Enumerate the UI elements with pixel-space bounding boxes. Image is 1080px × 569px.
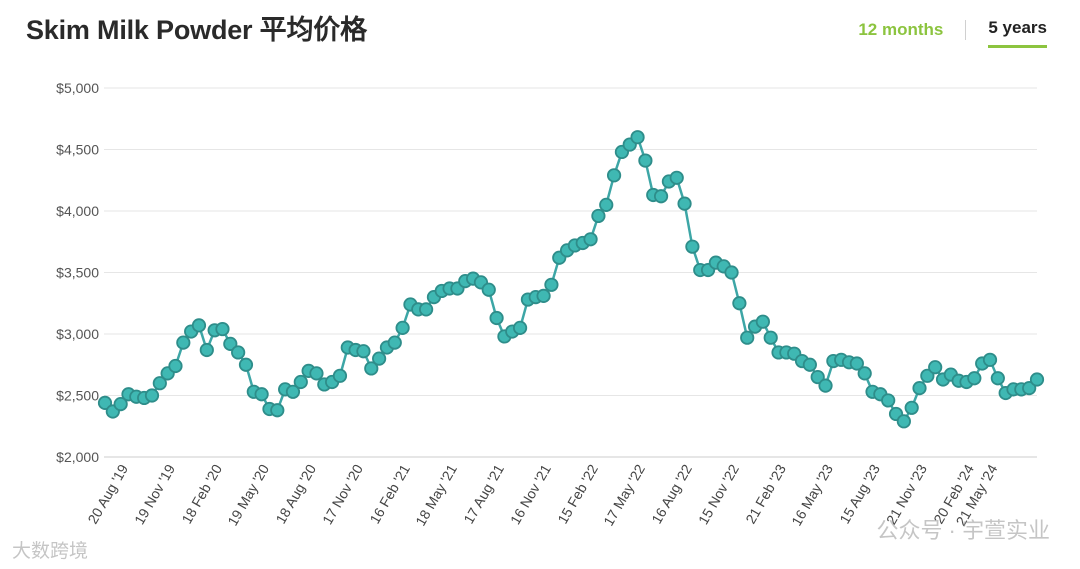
x-tick-label: 19 May '20 bbox=[224, 461, 272, 528]
data-point bbox=[144, 388, 160, 403]
data-point bbox=[254, 387, 269, 402]
y-tick-label: $2,000 bbox=[56, 449, 99, 465]
y-tick-label: $2,500 bbox=[56, 388, 99, 404]
data-point bbox=[387, 335, 402, 350]
data-point bbox=[653, 189, 669, 204]
data-point bbox=[591, 208, 606, 224]
data-point bbox=[372, 351, 387, 366]
x-tick-label: 16 Feb '21 bbox=[366, 461, 413, 526]
data-point bbox=[270, 403, 285, 418]
watermark-left: 大数跨境 bbox=[12, 541, 89, 562]
x-tick-label: 21 Feb '23 bbox=[742, 461, 789, 526]
data-point bbox=[285, 384, 301, 399]
data-point bbox=[763, 330, 778, 345]
data-point bbox=[849, 356, 864, 371]
tab-divider bbox=[965, 19, 967, 40]
x-tick-label: 17 May '22 bbox=[600, 461, 648, 528]
x-tick-label: 19 Nov '19 bbox=[131, 461, 178, 527]
data-point bbox=[732, 296, 747, 311]
data-point bbox=[881, 393, 896, 408]
data-point bbox=[802, 357, 817, 372]
data-point bbox=[238, 357, 254, 372]
tab-5-years[interactable]: 5 years bbox=[988, 18, 1047, 48]
x-tick-label: 18 Feb '20 bbox=[178, 461, 225, 526]
data-point bbox=[599, 197, 614, 212]
data-point bbox=[1022, 381, 1037, 396]
data-point bbox=[724, 265, 739, 280]
data-point bbox=[544, 277, 559, 292]
data-point bbox=[293, 374, 308, 390]
y-tick-label: $4,000 bbox=[56, 203, 99, 219]
data-point bbox=[904, 400, 919, 415]
x-tick-label: 15 Nov '22 bbox=[695, 461, 742, 527]
x-tick-label: 17 Aug '21 bbox=[460, 461, 507, 526]
data-point bbox=[489, 310, 504, 326]
data-point bbox=[896, 414, 911, 429]
y-tick-label: $5,000 bbox=[56, 80, 99, 96]
y-tick-label: $4,500 bbox=[56, 142, 99, 158]
data-point bbox=[199, 342, 214, 358]
x-tick-label: 16 Aug '22 bbox=[648, 461, 695, 526]
data-point bbox=[419, 302, 434, 317]
data-point bbox=[309, 366, 324, 381]
data-point bbox=[740, 330, 755, 345]
data-point bbox=[97, 395, 113, 410]
data-point bbox=[606, 168, 622, 183]
x-tick-label: 16 Nov '21 bbox=[507, 461, 554, 527]
data-point bbox=[332, 368, 348, 383]
data-point bbox=[669, 170, 684, 185]
data-point bbox=[113, 397, 128, 412]
data-point bbox=[810, 369, 825, 385]
data-point bbox=[168, 358, 183, 374]
data-point bbox=[215, 321, 230, 337]
data-point bbox=[583, 232, 598, 247]
data-point bbox=[755, 314, 770, 329]
y-tick-label: $3,500 bbox=[56, 265, 99, 281]
data-point bbox=[928, 360, 943, 375]
data-point bbox=[395, 320, 410, 335]
series-line bbox=[104, 135, 1038, 423]
x-tick-label: 17 Nov '20 bbox=[319, 461, 366, 527]
data-point bbox=[677, 196, 692, 211]
x-tick-label: 15 Feb '22 bbox=[554, 461, 601, 526]
data-point bbox=[152, 376, 167, 391]
data-point bbox=[638, 153, 653, 168]
data-point bbox=[231, 345, 246, 360]
watermark-right: 公众号 · 宇萱实业 bbox=[876, 518, 1050, 543]
x-tick-label: 18 May '21 bbox=[412, 461, 460, 528]
time-range-tabs: 12 months 5 years bbox=[858, 18, 1047, 48]
data-point bbox=[1029, 372, 1045, 387]
y-tick-label: $3,000 bbox=[56, 326, 99, 342]
x-tick-label: 16 May '23 bbox=[788, 461, 836, 528]
data-point bbox=[481, 282, 496, 297]
data-point bbox=[630, 130, 645, 145]
data-point bbox=[364, 361, 379, 376]
x-tick-label: 18 Aug '20 bbox=[272, 461, 319, 526]
data-point bbox=[223, 336, 238, 351]
data-point bbox=[912, 381, 927, 396]
data-point bbox=[176, 335, 191, 350]
x-tick-label: 20 Aug '19 bbox=[84, 461, 131, 526]
data-point bbox=[967, 371, 982, 386]
data-point bbox=[990, 371, 1005, 386]
data-point bbox=[920, 368, 935, 383]
chart-title: Skim Milk Powder 平均价格 bbox=[26, 15, 367, 45]
data-point bbox=[512, 320, 528, 335]
data-point bbox=[982, 352, 998, 367]
data-point bbox=[356, 344, 371, 359]
data-point bbox=[685, 239, 700, 254]
tab-12-months[interactable]: 12 months bbox=[858, 19, 944, 39]
data-point bbox=[818, 378, 833, 393]
data-point bbox=[857, 366, 872, 381]
data-point bbox=[536, 288, 551, 303]
data-point bbox=[191, 318, 207, 333]
